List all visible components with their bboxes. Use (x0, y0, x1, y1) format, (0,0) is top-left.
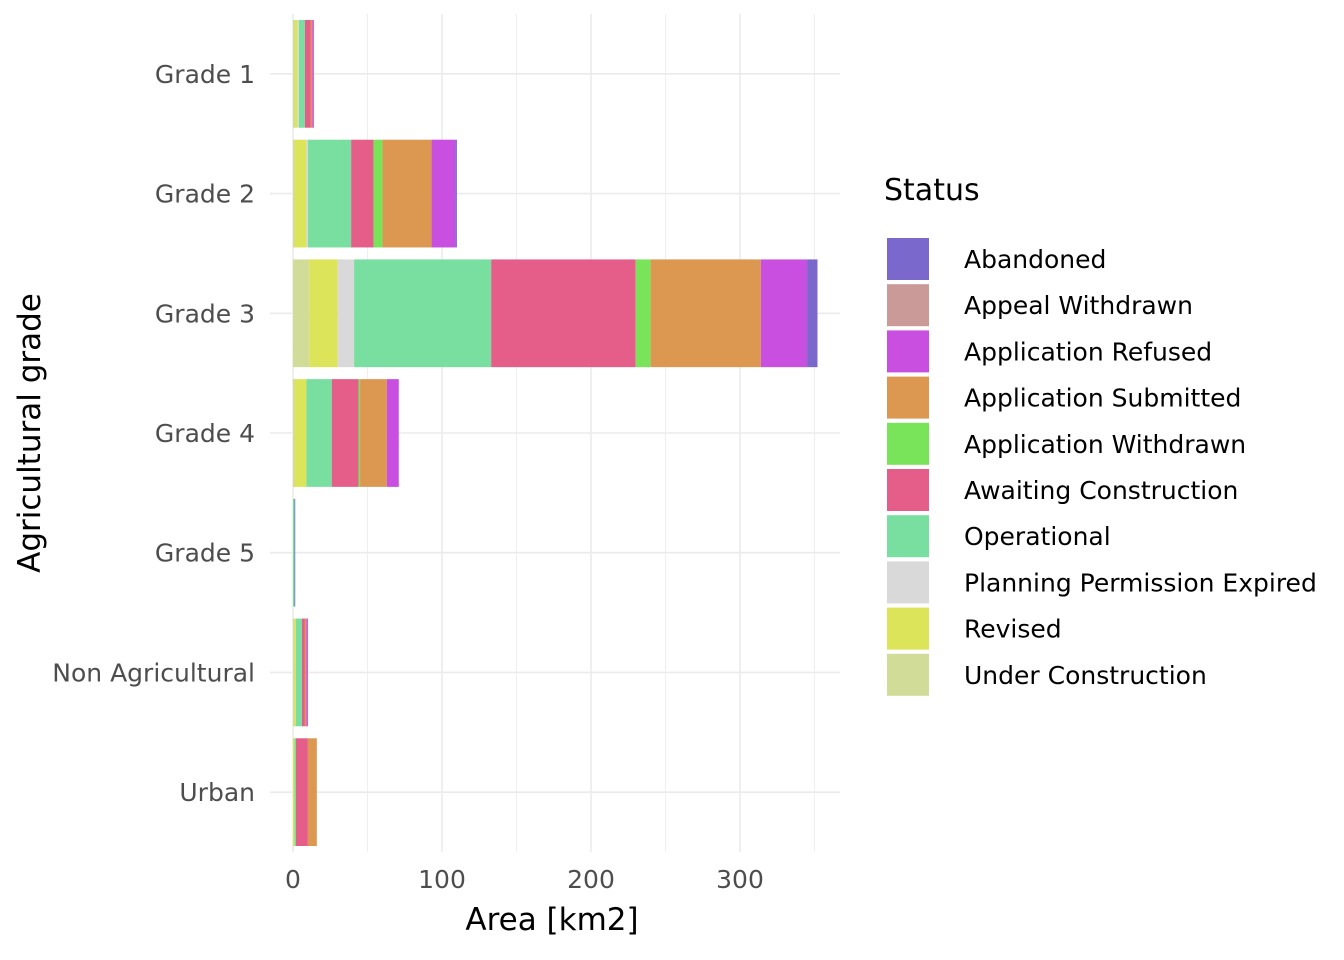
bar-segment (307, 738, 317, 847)
bar-segment (358, 379, 361, 487)
bar-segment (295, 738, 308, 847)
bar-segment (293, 259, 310, 368)
y-tick-label: Grade 2 (155, 180, 255, 209)
y-axis-title: Agricultural grade (12, 293, 48, 573)
legend-swatch (887, 561, 929, 604)
bar-segment (306, 618, 308, 727)
bar-segment (293, 498, 295, 607)
y-tick-label: Grade 4 (155, 419, 255, 448)
x-axis-title: Area [km2] (465, 902, 638, 938)
bar-segment (491, 259, 636, 368)
legend: Status Abandoned Appeal Withdrawn Applicat… (884, 173, 1317, 696)
y-axis-tick-labels: Grade 1 Grade 2 Grade 3 Grade 4 Grade 5 Non A… (52, 60, 255, 807)
bar-segment (294, 19, 298, 128)
bar-segment (431, 139, 456, 248)
bar-segment (301, 618, 305, 727)
bar-segment (293, 738, 295, 847)
legend-swatch (887, 284, 929, 327)
legend-label: Abandoned (964, 245, 1106, 274)
y-tick-label: Grade 1 (155, 60, 255, 89)
legend-swatch (887, 376, 929, 419)
bar-segment (294, 738, 296, 847)
legend-swatch (887, 422, 929, 465)
legend-label: Application Submitted (964, 384, 1241, 413)
bar-segment (760, 259, 808, 368)
y-tick-label: Grade 3 (155, 299, 255, 328)
bar-segment (306, 139, 308, 248)
bar-segment (293, 139, 295, 248)
bars (293, 19, 818, 847)
legend-title: Status (884, 173, 980, 208)
legend-swatch (887, 469, 929, 511)
bar-segment (304, 19, 311, 128)
y-tick-label: Grade 5 (155, 539, 255, 568)
legend-label: Under Construction (964, 661, 1207, 690)
bar-segment (293, 379, 295, 487)
bar-segment (455, 139, 457, 248)
y-tick-label: Urban (179, 778, 255, 807)
bar-segment (306, 379, 332, 487)
legend-label: Application Refused (964, 337, 1212, 366)
legend-label: Application Withdrawn (964, 430, 1246, 459)
bar-segment (382, 139, 432, 248)
x-tick-label: 100 (418, 865, 466, 894)
bar-segment (386, 379, 399, 487)
x-tick-label: 200 (567, 865, 615, 894)
bar-segment (309, 259, 338, 368)
bar-segment (310, 19, 313, 128)
bar-segment (360, 379, 387, 487)
bar-segment (307, 139, 352, 248)
legend-swatch (887, 607, 929, 650)
bar-segment (373, 139, 383, 248)
bar-segment (295, 618, 302, 727)
bar-segment (337, 259, 355, 368)
legend-label: Appeal Withdrawn (964, 291, 1193, 320)
y-tick-label: Non Agricultural (52, 658, 255, 687)
bar-segment (294, 379, 307, 487)
bar-segment (331, 379, 359, 487)
legend-swatch (887, 515, 929, 558)
bar-segment (304, 618, 307, 727)
legend-swatch (887, 653, 929, 696)
legend-label: Revised (964, 615, 1062, 644)
bar-segment (354, 259, 492, 368)
x-tick-label: 0 (285, 865, 301, 894)
legend-label: Awaiting Construction (964, 476, 1238, 505)
bar-segment (312, 19, 314, 128)
bar-segment (650, 259, 761, 368)
legend-swatch (887, 238, 929, 280)
x-tick-label: 300 (716, 865, 764, 894)
legend-swatch (887, 330, 929, 373)
legend-label: Operational (964, 522, 1111, 551)
bar-segment (807, 259, 818, 368)
bar-segment (351, 139, 374, 248)
bar-segment (294, 139, 307, 248)
legend-label: Planning Permission Expired (964, 568, 1317, 597)
bar-segment (297, 19, 299, 128)
bar-segment (298, 19, 305, 128)
bar-segment (635, 259, 651, 368)
bar-segment (293, 618, 295, 727)
bar-segment (294, 498, 296, 607)
bar-segment (293, 19, 295, 128)
bar-segment (294, 618, 296, 727)
x-axis-tick-labels: 0 100 200 300 (285, 865, 764, 894)
